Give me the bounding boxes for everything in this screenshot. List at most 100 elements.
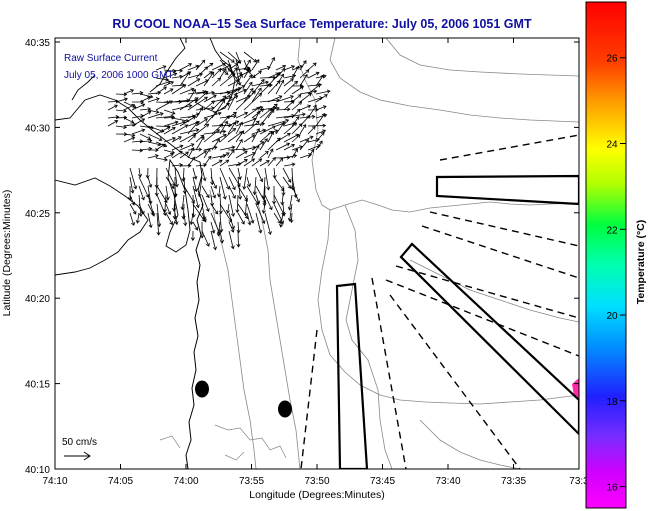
current-vector (251, 158, 263, 167)
current-vector (131, 128, 146, 135)
y-tick-label: 40:20 (25, 294, 50, 305)
x-tick-label: 73:35 (501, 476, 526, 487)
bathymetry-contour (344, 204, 393, 469)
current-vector (228, 221, 235, 233)
current-vector (291, 148, 298, 159)
y-axis-label: Latitude (Degrees:Minutes) (1, 190, 13, 317)
current-vector (228, 212, 235, 230)
current-vector (251, 87, 262, 103)
current-vector (272, 185, 277, 205)
current-vector (243, 81, 253, 95)
current-vector (299, 123, 307, 135)
current-legend-line-2: July 05, 2006 1000 GMT (64, 70, 174, 81)
current-vector (201, 185, 210, 199)
current-vector (147, 203, 155, 215)
current-vector (243, 158, 256, 167)
current-vector (283, 65, 295, 71)
current-vector (235, 194, 240, 214)
current-vector (236, 221, 241, 234)
current-vector (228, 230, 235, 250)
current-vector (187, 121, 199, 135)
current-vector (200, 221, 205, 239)
current-vector (289, 212, 294, 224)
current-vector (235, 59, 243, 76)
x-tick-label: 73:45 (370, 476, 395, 487)
current-vector (203, 155, 212, 167)
current-vector (307, 125, 316, 135)
current-vector (315, 74, 324, 87)
current-vector (217, 185, 222, 198)
current-vector (219, 51, 235, 63)
current-vector (219, 176, 227, 200)
current-vector (187, 147, 195, 159)
current-vector (267, 118, 290, 127)
x-tick-label: 74:10 (42, 476, 67, 487)
current-vector (299, 135, 314, 143)
current-vector (267, 71, 281, 87)
current-vector (203, 62, 214, 71)
current-vector (139, 110, 152, 119)
current-vector (107, 104, 118, 111)
current-vector (201, 167, 207, 182)
current-vector (210, 203, 219, 215)
current-vector (315, 112, 326, 127)
current-vector (307, 71, 320, 79)
colorbar-tick-label: 22 (606, 225, 618, 236)
current-vector (243, 87, 254, 103)
x-tick-label: 74:00 (173, 476, 198, 487)
current-vector (131, 148, 144, 153)
current-vector (283, 112, 306, 119)
colorbar-tick-label: 16 (606, 483, 618, 494)
current-vector (129, 203, 137, 215)
colorbar-tick-label: 18 (606, 397, 618, 408)
current-vector (275, 142, 291, 151)
current-vector (219, 120, 228, 135)
current-vector (182, 176, 187, 195)
current-vector (275, 79, 285, 95)
current-vector (187, 134, 196, 143)
current-vector (275, 95, 294, 103)
current-vector (187, 64, 200, 71)
current-vector (163, 126, 176, 135)
current-vector (219, 68, 227, 79)
current-vector (246, 212, 252, 226)
current-vector (147, 133, 163, 142)
y-tick-label: 40:35 (25, 38, 50, 49)
current-vector (291, 108, 301, 119)
bathymetry-contour (297, 38, 579, 213)
current-vector (129, 176, 135, 194)
current-vector (275, 132, 291, 143)
current-vector (237, 185, 248, 202)
current-vector (165, 212, 173, 226)
current-vector (211, 138, 220, 151)
current-vector (155, 86, 167, 95)
sampling-box (435, 174, 579, 206)
current-vector (137, 167, 142, 178)
current-vector (307, 62, 317, 71)
current-vector (307, 104, 317, 119)
current-vector (195, 123, 210, 135)
dashed-radials (300, 134, 579, 469)
current-vector (145, 167, 150, 179)
current-vector (155, 65, 167, 71)
current-vector (123, 133, 136, 138)
current-vector (131, 103, 146, 111)
current-vector (275, 157, 284, 167)
current-vector (131, 118, 146, 127)
current-vector (195, 136, 205, 151)
current-vector (279, 212, 284, 228)
current-vector (163, 136, 176, 143)
current-vector (251, 144, 260, 159)
current-vector (235, 67, 242, 86)
current-vector (139, 93, 154, 99)
current-vector (267, 131, 275, 143)
x-tick-label: 73:3 (569, 476, 589, 487)
current-vector (273, 212, 281, 224)
current-vector (227, 92, 238, 111)
current-vector (171, 84, 187, 95)
current-vector (179, 71, 191, 87)
current-vector (171, 136, 182, 143)
current-vector (235, 159, 248, 167)
current-vector (291, 94, 302, 103)
